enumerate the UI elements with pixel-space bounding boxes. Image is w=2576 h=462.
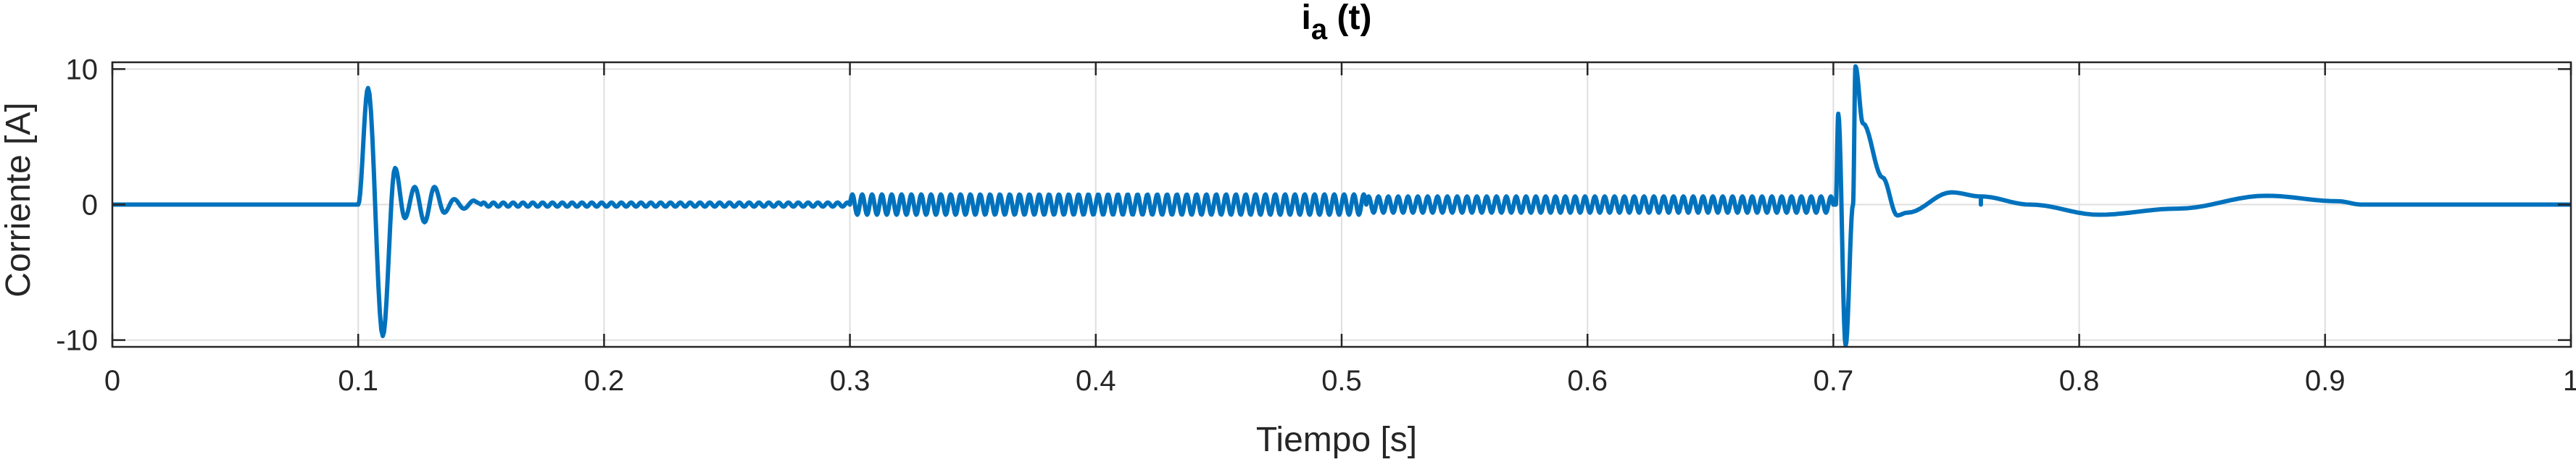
x-tick-label: 1 <box>2563 365 2576 397</box>
x-tick-label: 0.2 <box>584 365 625 397</box>
x-tick-label: 0.1 <box>338 365 378 397</box>
x-tick-label: 0 <box>104 365 120 397</box>
x-tick-label: 0.9 <box>2305 365 2346 397</box>
y-tick-labels: -10 0 10 <box>56 54 98 356</box>
y-axis-label: Corriente [A] <box>0 102 38 297</box>
x-tick-label: 0.5 <box>1321 365 1362 397</box>
y-tick-label: 10 <box>66 54 99 85</box>
y-tick-label: 0 <box>82 190 98 222</box>
x-tick-labels: 0 0.1 0.2 0.3 0.4 0.5 0.6 0.7 0.8 0.9 1 <box>104 365 2576 397</box>
x-axis-label: Tiempo [s] <box>1256 421 1417 459</box>
tick-marks <box>111 62 2572 347</box>
x-tick-label: 0.6 <box>1567 365 1608 397</box>
x-tick-label: 0.7 <box>1813 365 1854 397</box>
chart-title: ia (t) <box>1302 0 1372 46</box>
x-tick-label: 0.4 <box>1076 365 1116 397</box>
x-tick-label: 0.8 <box>2059 365 2100 397</box>
y-tick-label: -10 <box>56 325 98 357</box>
series-line <box>112 64 2571 348</box>
x-tick-label: 0.3 <box>830 365 871 397</box>
